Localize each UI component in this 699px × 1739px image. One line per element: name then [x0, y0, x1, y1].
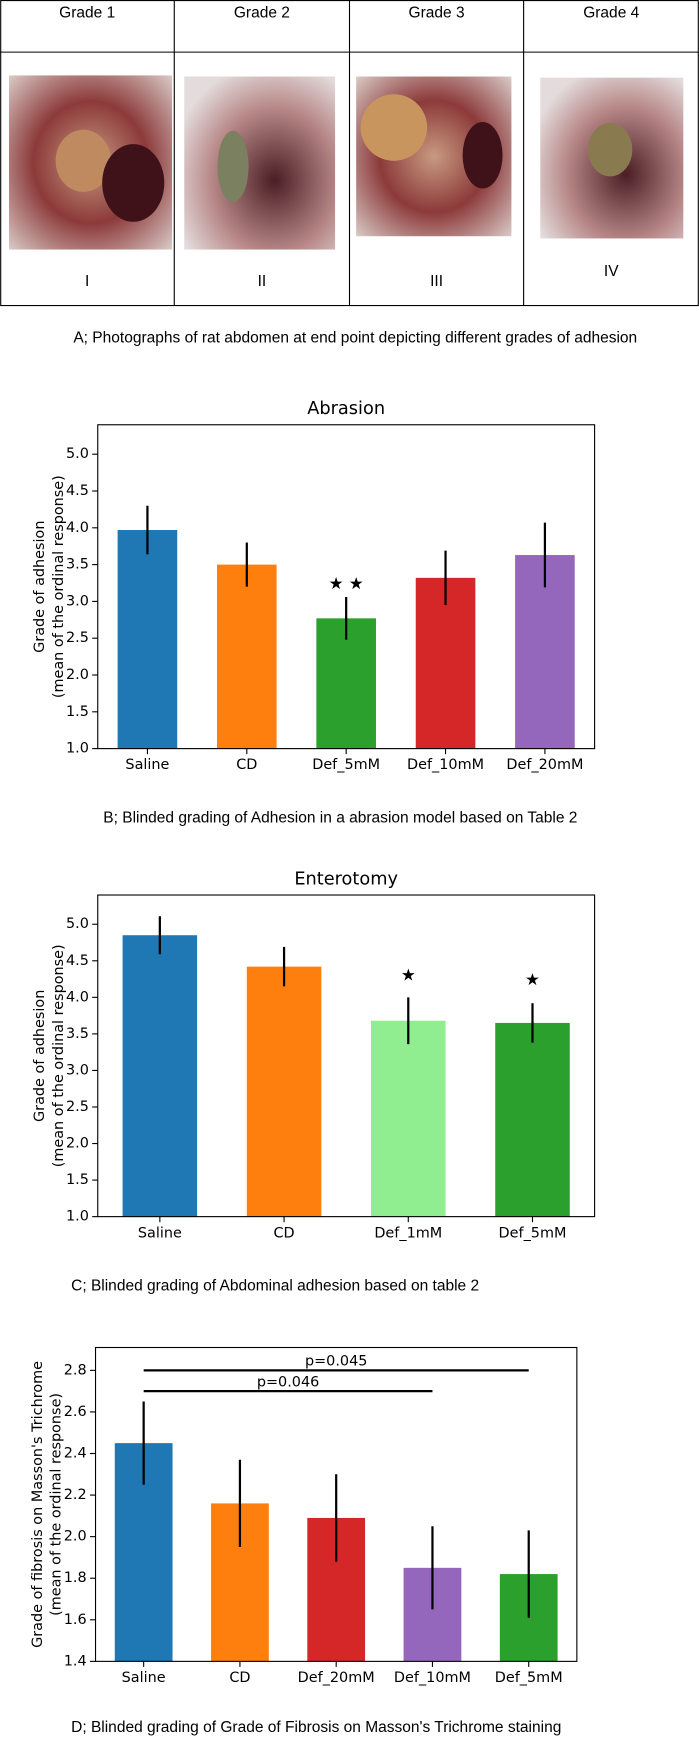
photo-detail: [217, 130, 249, 202]
significance-star: ★: [525, 970, 540, 989]
grade-label: IV: [604, 263, 619, 280]
grade-header: Grade 2: [234, 4, 290, 21]
bar: [371, 1020, 446, 1217]
y-tick-label: 1.8: [64, 1570, 87, 1586]
p-value: p=0.045: [305, 1353, 367, 1369]
grade-header: Grade 4: [583, 4, 639, 21]
y-tick-label: 2.5: [66, 1099, 89, 1115]
y-tick-label: 1.5: [66, 1172, 89, 1188]
axes-frame: [97, 424, 596, 750]
x-tick-label: Def_20mM: [506, 757, 583, 773]
bar: [122, 935, 198, 1217]
y-tick-label: 2.2: [64, 1487, 87, 1503]
x-tick-label: CD: [229, 1670, 250, 1686]
y-axis-label: (mean of the ordinal response): [51, 475, 67, 698]
bar: [117, 530, 178, 749]
bar: [316, 618, 376, 749]
y-tick-label: 1.0: [66, 741, 89, 757]
y-tick-label: 1.6: [64, 1612, 87, 1628]
photo: [184, 76, 336, 250]
y-axis-label: (mean of the ordinal response): [51, 944, 67, 1167]
grade-header: Grade 1: [59, 4, 115, 21]
axes-frame: [94, 1346, 578, 1662]
x-tick-label: Def_5mM: [312, 757, 380, 773]
photo-detail: [587, 123, 633, 177]
bar: [415, 577, 476, 749]
chart-title: Enterotomy: [294, 869, 398, 889]
bar: [246, 966, 322, 1217]
photo-detail: [102, 144, 165, 222]
y-tick-label: 1.0: [66, 1209, 89, 1225]
x-tick-label: Def_1mM: [374, 1225, 442, 1241]
y-tick-label: 1.5: [66, 704, 89, 720]
y-tick-label: 4.0: [66, 989, 89, 1005]
y-tick-label: 2.6: [64, 1404, 87, 1420]
y-axis-label: (mean of the ordinal response): [49, 1393, 65, 1616]
grade-label: II: [258, 273, 267, 290]
significance-star: ★: [401, 966, 416, 985]
photo-detail: [360, 94, 428, 161]
y-tick-label: 2.4: [64, 1446, 87, 1462]
y-tick-label: 2.5: [66, 630, 89, 646]
x-tick-label: Saline: [125, 757, 169, 773]
photos: [9, 75, 684, 250]
photo-detail: [55, 129, 112, 192]
grade-header: Grade 3: [409, 4, 465, 21]
y-tick-label: 2.0: [66, 667, 89, 683]
x-tick-label: CD: [273, 1225, 294, 1241]
chart-title: Abrasion: [307, 399, 385, 419]
y-axis-label: Grade of adhesion: [32, 990, 48, 1122]
y-tick-label: 4.0: [66, 520, 89, 536]
y-tick-label: 5.0: [66, 916, 89, 932]
y-axis-label: Grade of adhesion: [32, 520, 48, 652]
caption: D; Blinded grading of Grade of Fibrosis …: [71, 1719, 561, 1736]
y-tick-label: 2.0: [66, 1136, 89, 1152]
y-tick-label: 2.8: [64, 1362, 87, 1378]
axes-frame: [97, 894, 596, 1218]
caption: B; Blinded grading of Adhesion in a abra…: [103, 810, 577, 827]
x-tick-label: Saline: [122, 1670, 166, 1686]
x-tick-label: Def_10mM: [394, 1670, 471, 1686]
y-tick-label: 3.5: [66, 557, 89, 573]
x-tick-label: Saline: [138, 1225, 182, 1241]
bar: [495, 1022, 570, 1217]
y-tick-label: 3.5: [66, 1026, 89, 1042]
grade-label: I: [85, 273, 89, 290]
y-tick-label: 3.0: [66, 593, 89, 609]
photo-table: [0, 0, 699, 307]
photo-detail: [462, 121, 503, 189]
x-tick-label: Def_20mM: [298, 1670, 375, 1686]
y-tick-label: 3.0: [66, 1062, 89, 1078]
x-tick-label: Def_10mM: [407, 757, 484, 773]
y-tick-label: 1.4: [64, 1653, 87, 1669]
x-tick-label: Def_5mM: [495, 1670, 563, 1686]
x-tick-label: Def_5mM: [499, 1225, 567, 1241]
x-tick-label: CD: [236, 757, 257, 773]
caption: C; Blinded grading of Abdominal adhesion…: [71, 1278, 479, 1295]
p-value: p=0.046: [257, 1374, 319, 1390]
y-tick-label: 4.5: [66, 483, 89, 499]
grade-label: III: [430, 273, 443, 290]
y-tick-label: 4.5: [66, 953, 89, 969]
significance-star: ★ ★: [329, 574, 364, 593]
y-tick-label: 5.0: [66, 446, 89, 462]
caption: A; Photographs of rat abdomen at end poi…: [73, 329, 637, 346]
y-axis-label: Grade of fibrosis on Masson's Trichrome: [30, 1361, 46, 1648]
bar: [216, 564, 277, 749]
y-tick-label: 2.0: [64, 1529, 87, 1545]
